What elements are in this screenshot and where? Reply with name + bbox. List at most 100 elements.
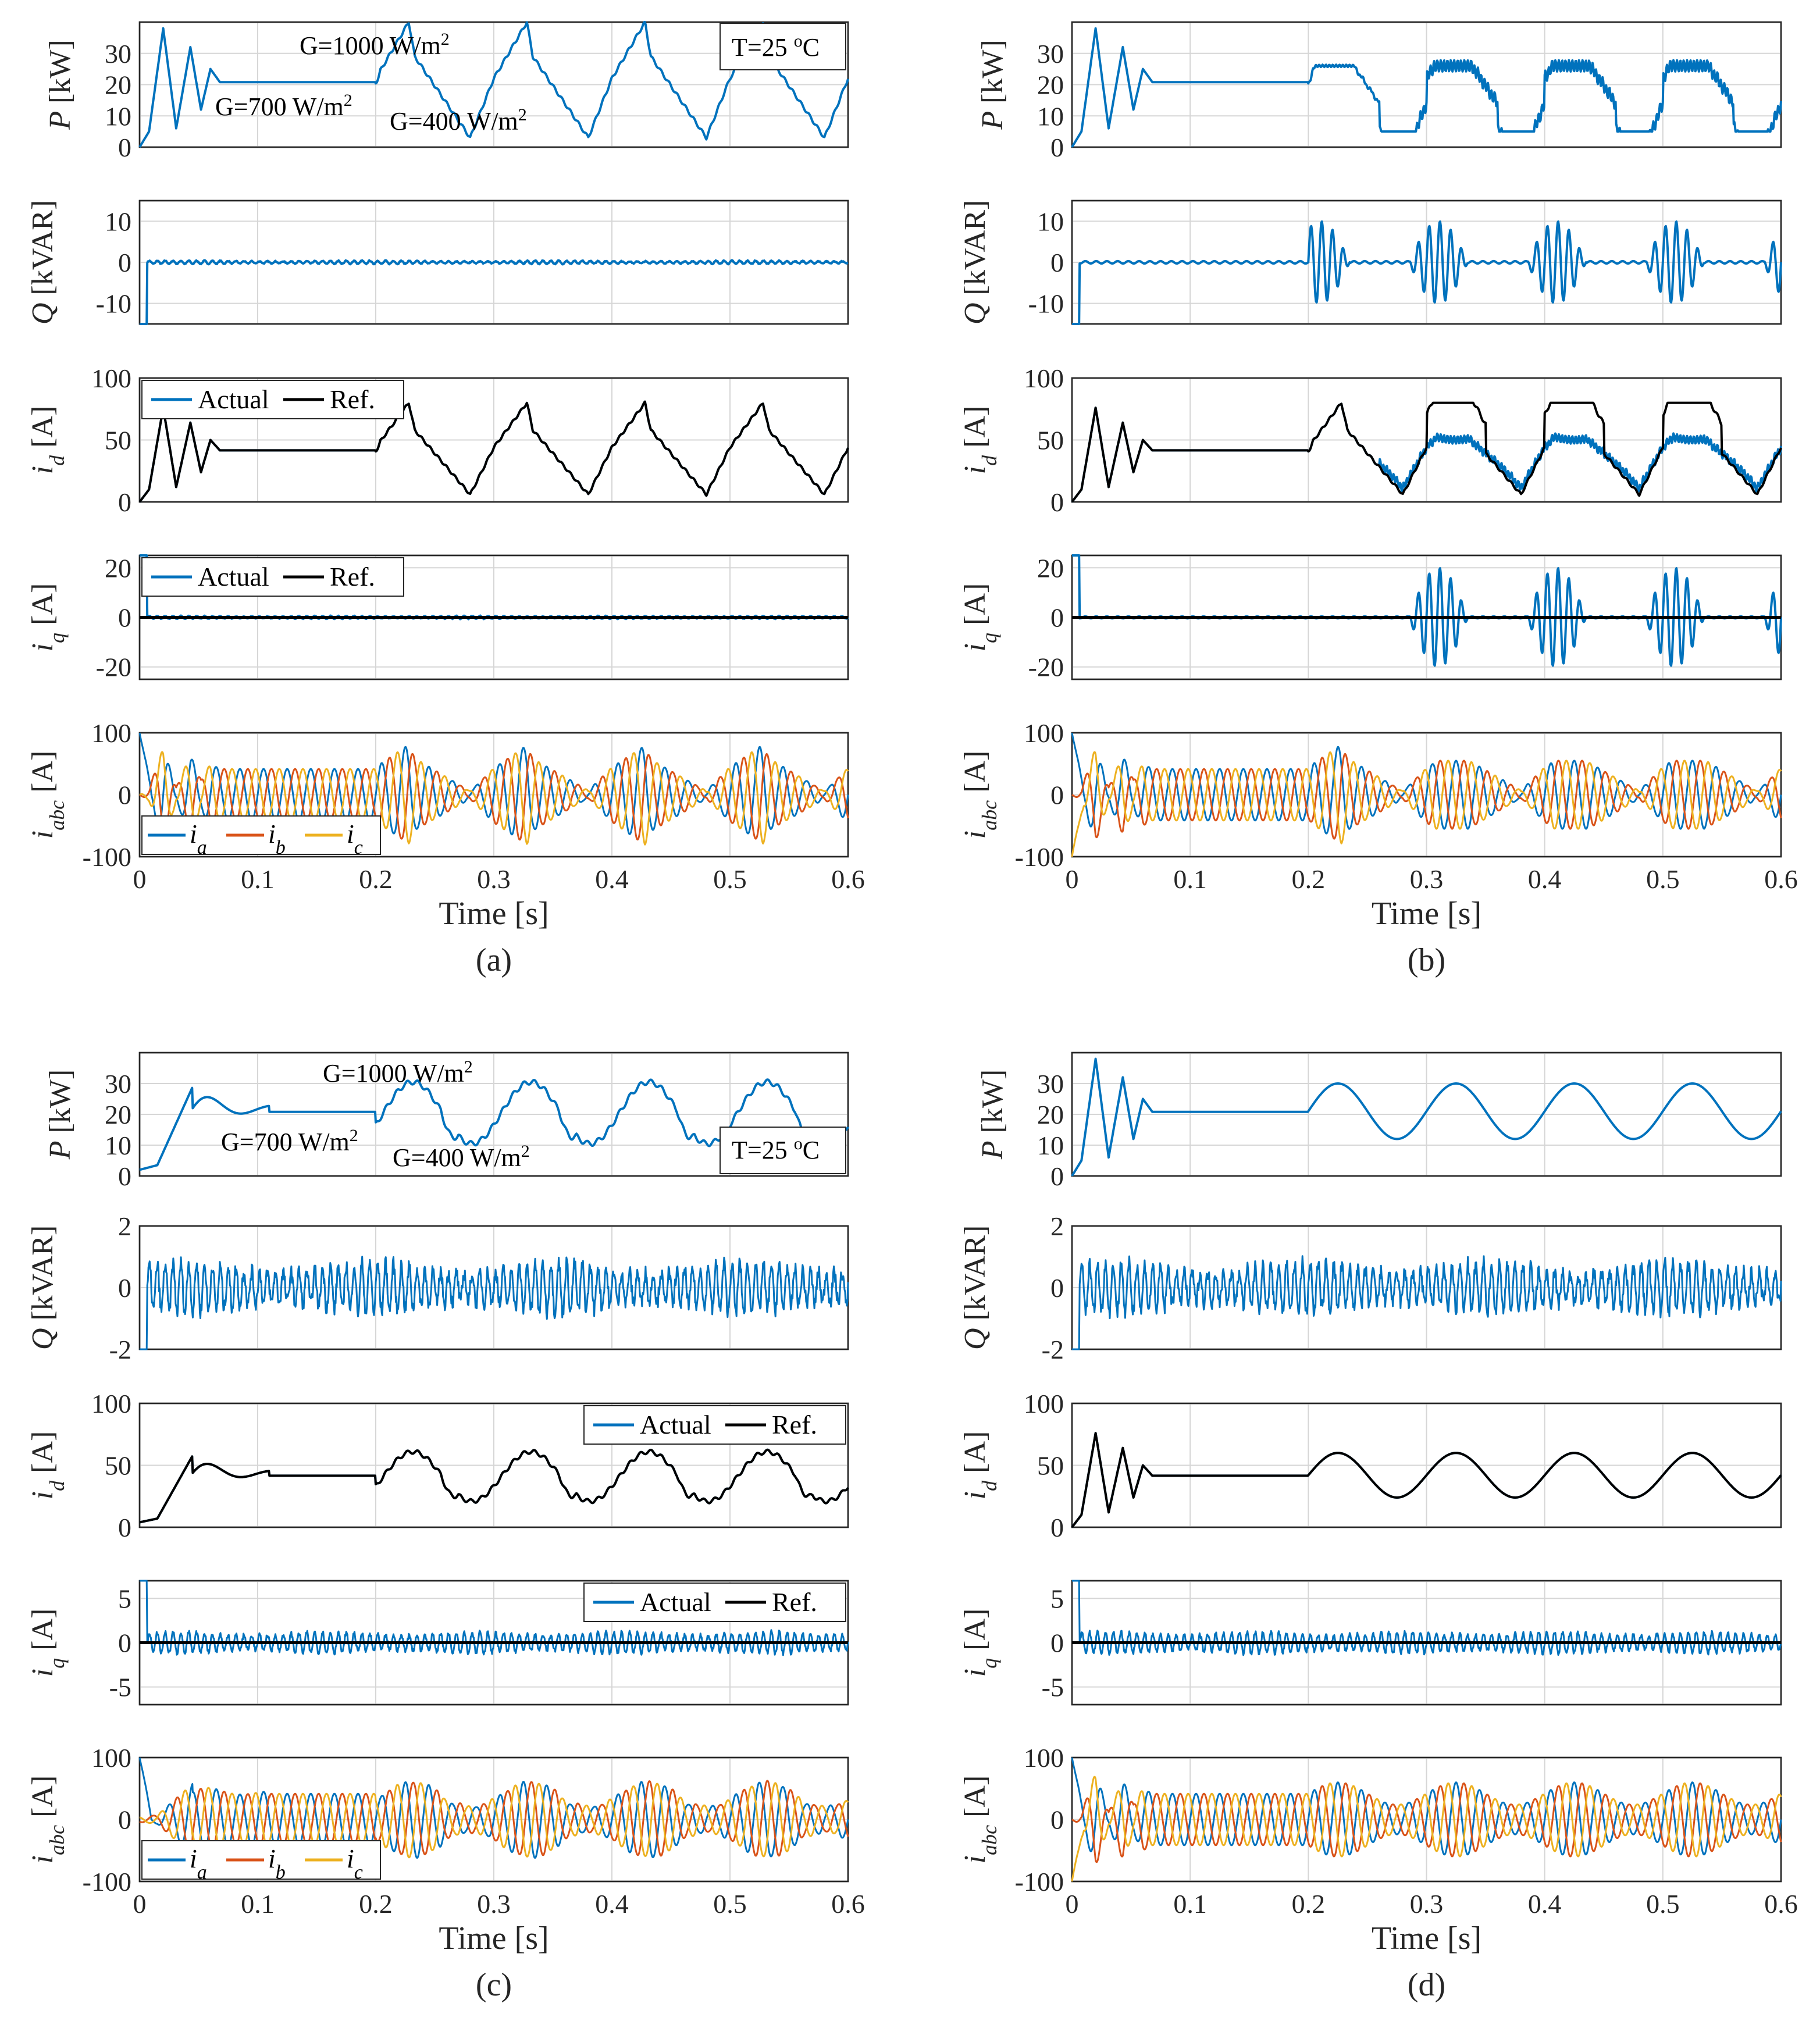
y-tick-label: -100 — [83, 1867, 131, 1897]
y-tick-label: 100 — [91, 718, 131, 748]
y-tick-label: 20 — [105, 553, 131, 583]
Q-line — [139, 259, 849, 325]
legend-ic-label: ic — [347, 819, 363, 858]
y-tick-label: 0 — [118, 487, 131, 517]
id-ref-line — [1071, 1432, 1782, 1528]
y-tick-label: 0 — [118, 1513, 131, 1542]
legend: Actual Ref. — [583, 1405, 846, 1445]
subplot-id: 0 50 100 id [A] Actual Ref. — [26, 363, 849, 517]
y-tick-label: 0 — [1050, 487, 1064, 517]
ia-line — [138, 732, 849, 836]
x-tick-label: 0 — [1066, 1889, 1079, 1919]
y-axis-label-iq: iq [A] — [959, 1609, 1001, 1677]
legend-ic-label: ic — [347, 1844, 363, 1883]
annotation-g400: G=400 W/m2 — [393, 1142, 530, 1172]
ia-line — [1071, 1757, 1782, 1856]
id-ref-line — [139, 1448, 849, 1524]
legend: Actual Ref. — [141, 380, 404, 419]
annotation-temperature: T=25 oC — [732, 1134, 820, 1165]
y-tick-label: -20 — [1028, 653, 1064, 682]
y-tick-label: 0 — [118, 1273, 131, 1303]
P-line — [1071, 1057, 1782, 1177]
Q-line — [1071, 220, 1782, 325]
x-tick-label: 0.1 — [241, 1889, 275, 1919]
irradiance-annotations: G=1000 W/m2 G=700 W/m2 G=400 W/m2 T=25 oC — [215, 23, 846, 136]
subplot-id: 0 50 100 id [A] — [959, 363, 1782, 517]
ic-line — [1071, 751, 1782, 857]
y-tick-label: 0 — [1050, 1161, 1064, 1191]
x-tick-label: 0.4 — [595, 864, 629, 894]
irradiance-annotations: G=1000 W/m2 G=700 W/m2 G=400 W/m2 T=25 oC — [221, 1057, 846, 1174]
subplot-iq: -5 0 5 iq [A] — [959, 1580, 1782, 1706]
panel-caption: (c) — [476, 1967, 512, 2003]
y-tick-label: -100 — [83, 842, 131, 872]
x-tick-label: 0.3 — [477, 864, 511, 894]
x-tick-label: 0 — [133, 1889, 147, 1919]
y-axis-label-iq: iq [A] — [26, 1609, 69, 1677]
x-tick-label: 0.6 — [831, 864, 865, 894]
x-tick-label: 0.4 — [595, 1889, 629, 1919]
Q-line — [139, 1256, 849, 1350]
y-axis-label-iabc: iabc [A] — [26, 1776, 69, 1864]
y-axis-label-iabc: iabc [A] — [959, 1776, 1001, 1864]
y-tick-label: 50 — [1037, 426, 1064, 455]
y-tick-label: -2 — [1042, 1335, 1064, 1364]
x-tick-label: 0.2 — [1292, 864, 1326, 894]
subplot-Q: -2 0 2 Q [kVAR] — [959, 1211, 1782, 1364]
y-tick-label: 100 — [1024, 363, 1064, 393]
x-axis-label: Time [s] — [1372, 896, 1481, 932]
P-line — [1071, 27, 1782, 148]
y-tick-label: 0 — [1050, 1628, 1064, 1658]
legend-ref-label: Ref. — [330, 562, 375, 591]
id-ref-line — [1071, 401, 1782, 503]
y-tick-label: 100 — [91, 363, 131, 393]
annotation-g1000: G=1000 W/m2 — [323, 1057, 473, 1088]
x-tick-label: 0.5 — [1646, 864, 1680, 894]
x-tick-label: 0 — [1066, 864, 1079, 894]
legend: ia ib ic — [141, 1840, 381, 1883]
y-tick-label: 20 — [105, 1100, 131, 1129]
annotation-g700: G=700 W/m2 — [221, 1126, 358, 1157]
y-tick-label: 0 — [118, 1805, 131, 1835]
subplot-iq: -5 0 5 iq [A] Actual Ref. — [26, 1580, 849, 1706]
subplot-id: 0 50 100 id [A] Actual Ref. — [26, 1389, 849, 1542]
y-axis-label-iq: iq [A] — [26, 583, 69, 652]
legend: Actual Ref. — [583, 1583, 846, 1622]
y-tick-label: 0 — [118, 1161, 131, 1191]
y-axis-label-id: id [A] — [959, 1431, 1001, 1500]
y-tick-label: 10 — [105, 206, 131, 236]
y-tick-label: -2 — [109, 1335, 131, 1364]
annotation-temperature: T=25 oC — [732, 31, 820, 62]
y-tick-label: 10 — [1037, 101, 1064, 131]
ib-line — [1071, 753, 1782, 840]
y-tick-label: 10 — [105, 1131, 131, 1160]
legend-actual-label: Actual — [198, 562, 269, 591]
ib-line — [1071, 1782, 1782, 1863]
y-axis-label-Q: Q [kVAR] — [959, 200, 992, 325]
y-axis-label-iabc: iabc [A] — [959, 751, 1001, 839]
annotation-g1000: G=1000 W/m2 — [300, 30, 450, 60]
legend-ia-label: ia — [190, 1844, 207, 1883]
y-tick-label: 0 — [118, 133, 131, 162]
y-tick-label: 0 — [118, 780, 131, 810]
y-tick-label: -10 — [96, 289, 131, 319]
x-tick-label: 0.5 — [713, 864, 747, 894]
panel-caption: (a) — [476, 942, 512, 978]
y-axis-label-P: P [kW] — [44, 1070, 77, 1160]
y-tick-label: 5 — [1050, 1584, 1064, 1613]
y-axis-label-Q: Q [kVAR] — [959, 1225, 992, 1350]
y-tick-label: 0 — [1050, 1805, 1064, 1835]
y-tick-label: 10 — [1037, 206, 1064, 236]
x-tick-label: 0.6 — [1764, 864, 1798, 894]
legend-ref-label: Ref. — [772, 1410, 817, 1439]
